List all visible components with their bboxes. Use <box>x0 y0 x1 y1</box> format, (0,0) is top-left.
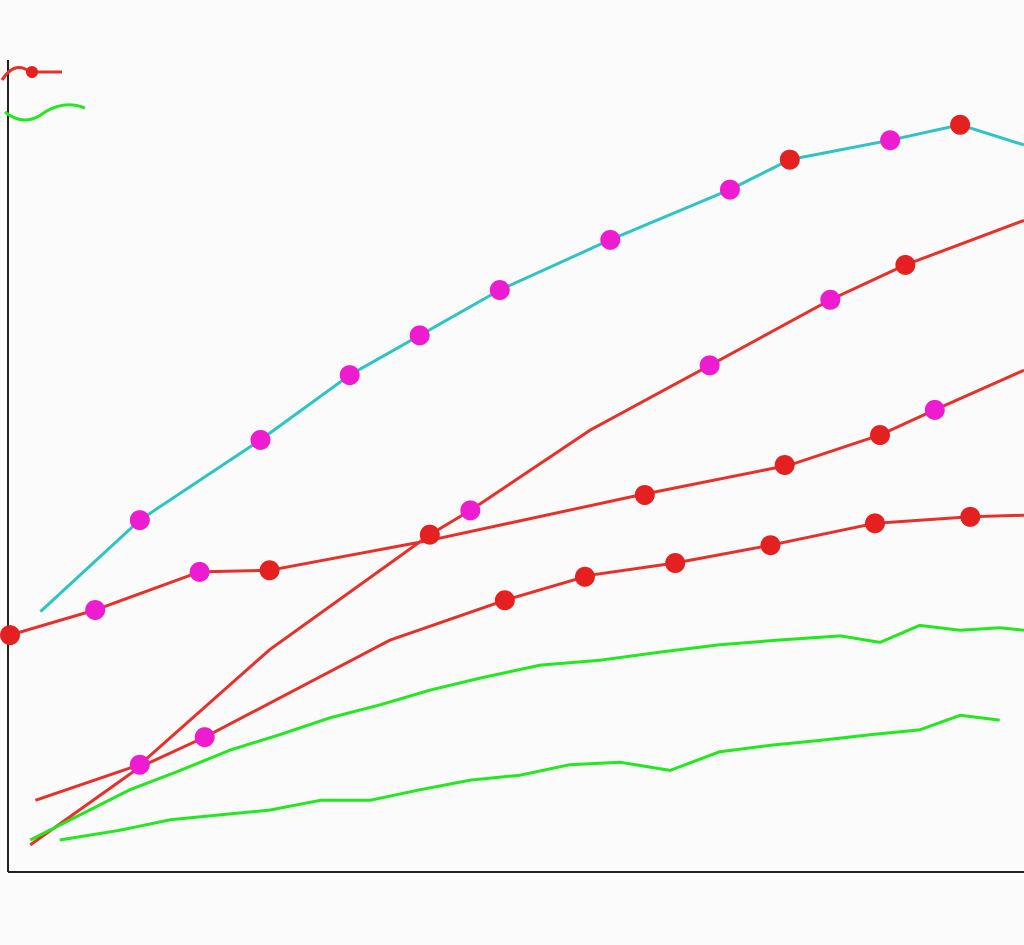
point <box>600 229 621 250</box>
point <box>760 535 781 556</box>
point <box>339 365 360 386</box>
point <box>419 524 440 545</box>
point <box>634 484 655 505</box>
point <box>574 566 595 587</box>
point <box>129 754 150 775</box>
legend-swatch <box>4 103 86 122</box>
series-line <box>9 368 1024 637</box>
point <box>870 425 891 446</box>
point <box>719 179 740 200</box>
point <box>259 560 280 581</box>
point <box>820 289 841 310</box>
point <box>460 500 481 521</box>
point <box>494 590 515 611</box>
point <box>960 506 981 527</box>
point <box>924 399 945 420</box>
point <box>0 625 20 646</box>
legend-marker <box>26 66 38 78</box>
point <box>895 254 916 275</box>
series-line <box>39 123 1024 613</box>
series-line <box>29 623 1024 842</box>
point <box>864 513 885 534</box>
point <box>774 455 795 475</box>
point <box>409 325 430 346</box>
point <box>950 114 971 135</box>
series-line <box>29 513 1024 847</box>
point <box>489 280 510 301</box>
point <box>250 429 271 450</box>
point <box>665 553 686 574</box>
point <box>189 561 210 582</box>
point <box>129 510 150 531</box>
series-line <box>34 218 1024 802</box>
series-line <box>59 713 1000 842</box>
point <box>194 727 215 748</box>
point <box>779 149 800 170</box>
point <box>699 355 720 376</box>
point <box>880 130 901 151</box>
legend <box>0 66 86 122</box>
point <box>85 599 106 620</box>
